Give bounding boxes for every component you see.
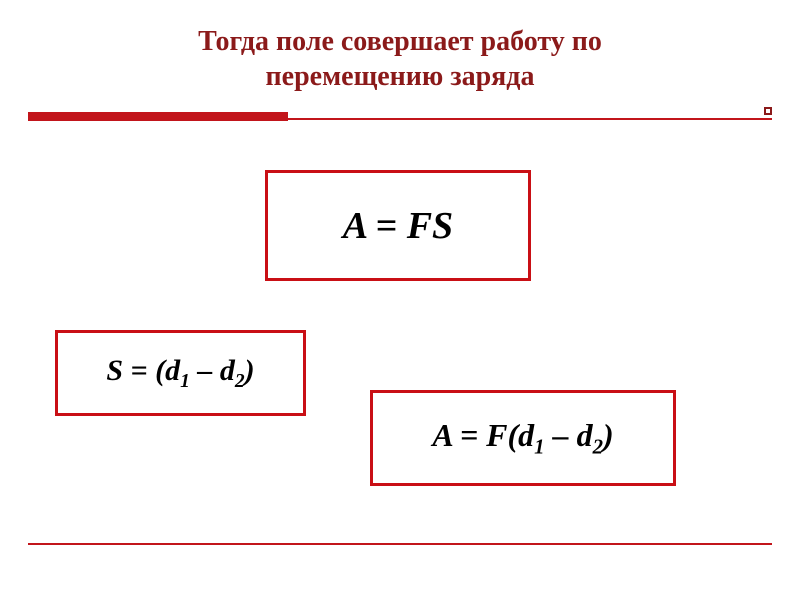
divider-thick <box>28 112 288 121</box>
slide-title: Тогда поле совершает работу по перемещен… <box>0 0 800 104</box>
title-line-2: перемещению заряда <box>266 61 535 92</box>
formula-box-2: S = (d1 – d2) <box>55 330 306 416</box>
title-divider <box>28 112 772 126</box>
bottom-divider <box>28 543 772 545</box>
formula-2: S = (d1 – d2) <box>106 354 254 393</box>
slide: Тогда поле совершает работу по перемещен… <box>0 0 800 600</box>
title-line-1: Тогда поле совершает работу по <box>198 26 602 57</box>
formula-box-3: A = F(d1 – d2) <box>370 390 676 486</box>
formula-1: A = FS <box>343 204 453 248</box>
corner-square-icon <box>764 107 772 115</box>
formula-box-1: A = FS <box>265 170 531 281</box>
formula-3: A = F(d1 – d2) <box>432 417 613 459</box>
